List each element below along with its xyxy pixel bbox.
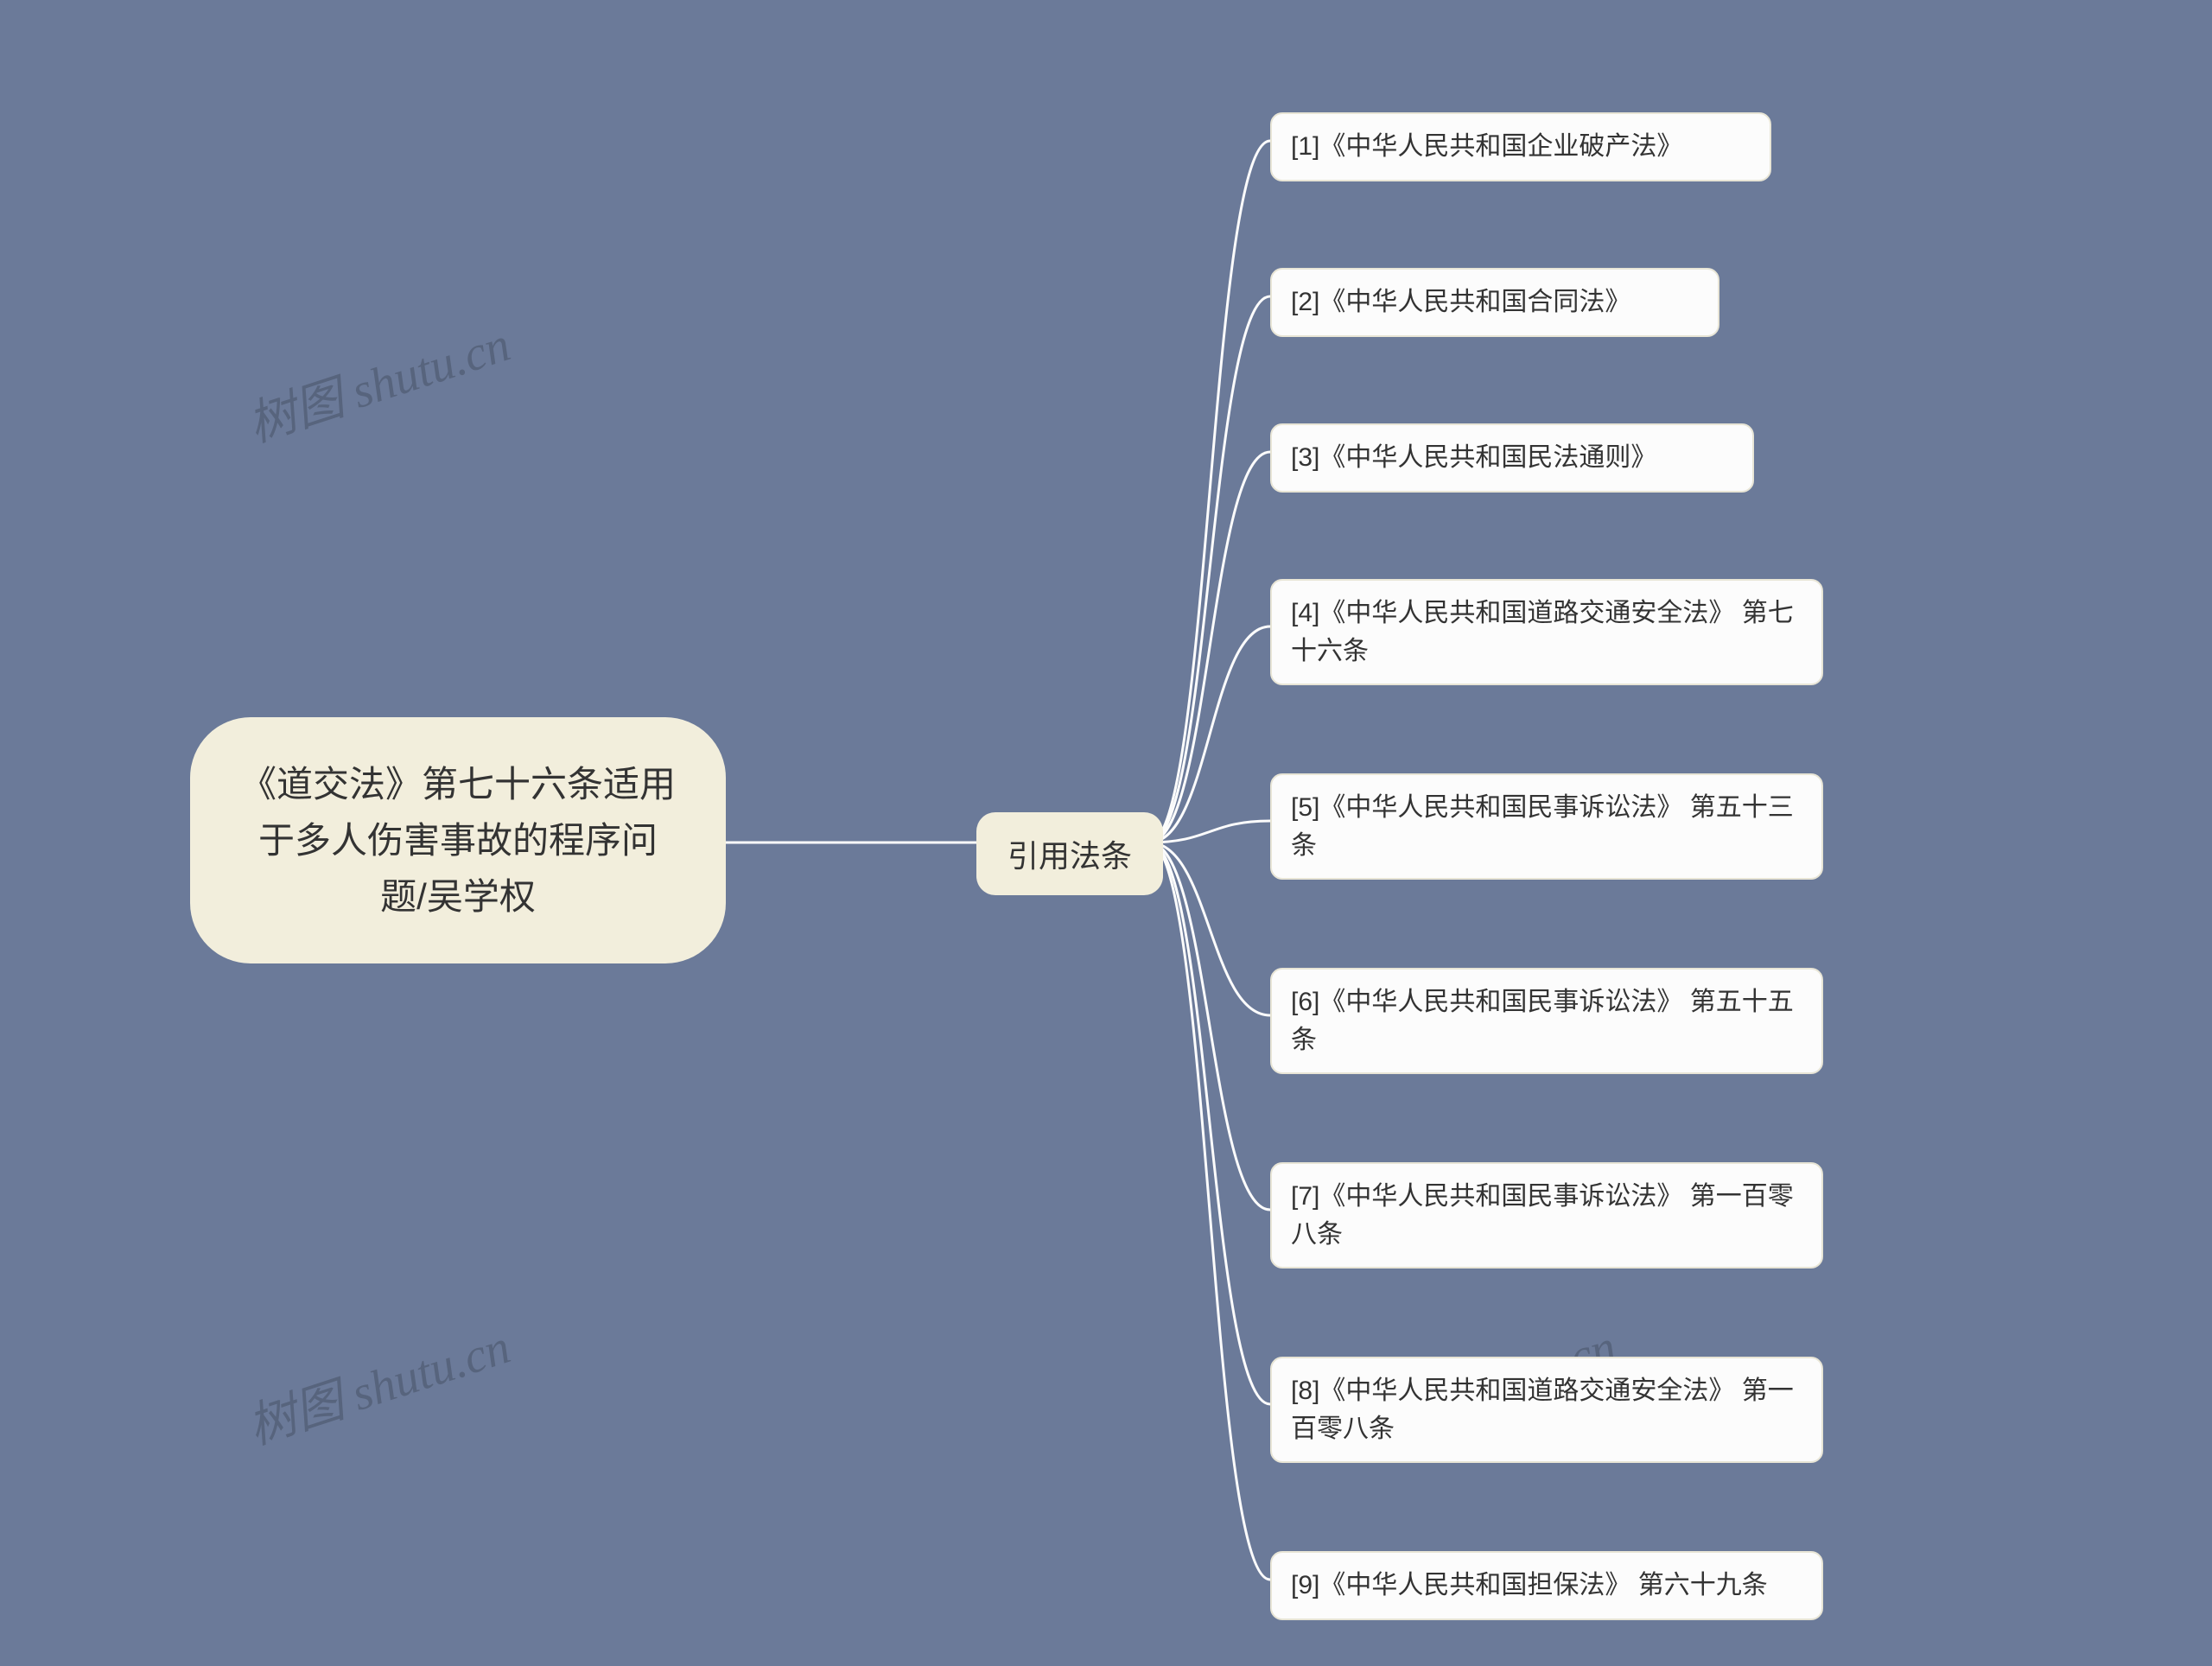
watermark: 树图 shutu.cn — [238, 305, 518, 455]
leaf-node-3[interactable]: [3]《中华人民共和国民法通则》 — [1270, 423, 1754, 493]
root-node[interactable]: 《道交法》第七十六条适用于多人伤害事故的程序问题/吴学权 — [190, 717, 726, 963]
leaf-node-4[interactable]: [4]《中华人民共和国道路交通安全法》 第七十六条 — [1270, 579, 1823, 685]
mindmap-canvas: 《道交法》第七十六条适用于多人伤害事故的程序问题/吴学权 引用法条 [1]《中华… — [0, 0, 2212, 1666]
leaf-node-8[interactable]: [8]《中华人民共和国道路交通安全法》 第一百零八条 — [1270, 1357, 1823, 1463]
leaf-node-9[interactable]: [9]《中华人民共和国担保法》 第六十九条 — [1270, 1551, 1823, 1620]
watermark: 树图 shutu.cn — [238, 1307, 518, 1458]
leaf-node-1[interactable]: [1]《中华人民共和国企业破产法》 — [1270, 112, 1771, 181]
mid-node[interactable]: 引用法条 — [976, 812, 1163, 895]
leaf-node-2[interactable]: [2]《中华人民共和国合同法》 — [1270, 268, 1719, 337]
leaf-node-5[interactable]: [5]《中华人民共和国民事诉讼法》 第五十三条 — [1270, 773, 1823, 880]
leaf-node-7[interactable]: [7]《中华人民共和国民事诉讼法》 第一百零八条 — [1270, 1162, 1823, 1269]
leaf-node-6[interactable]: [6]《中华人民共和国民事诉讼法》 第五十五条 — [1270, 968, 1823, 1074]
